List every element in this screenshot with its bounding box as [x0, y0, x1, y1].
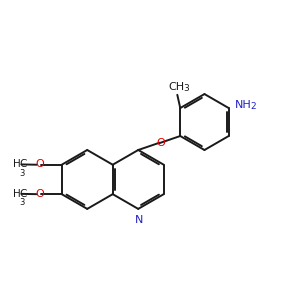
Text: NH: NH: [235, 100, 251, 110]
Text: 2: 2: [250, 102, 256, 111]
Text: N: N: [135, 215, 143, 225]
Text: C: C: [19, 189, 26, 199]
Text: 3: 3: [20, 198, 25, 207]
Text: O: O: [156, 138, 165, 148]
Text: H: H: [13, 159, 20, 169]
Text: H: H: [13, 189, 20, 199]
Text: C: C: [19, 159, 26, 169]
Text: O: O: [35, 189, 44, 199]
Text: 3: 3: [20, 169, 25, 178]
Text: O: O: [35, 159, 44, 169]
Text: 3: 3: [183, 84, 189, 93]
Text: CH: CH: [169, 82, 185, 92]
